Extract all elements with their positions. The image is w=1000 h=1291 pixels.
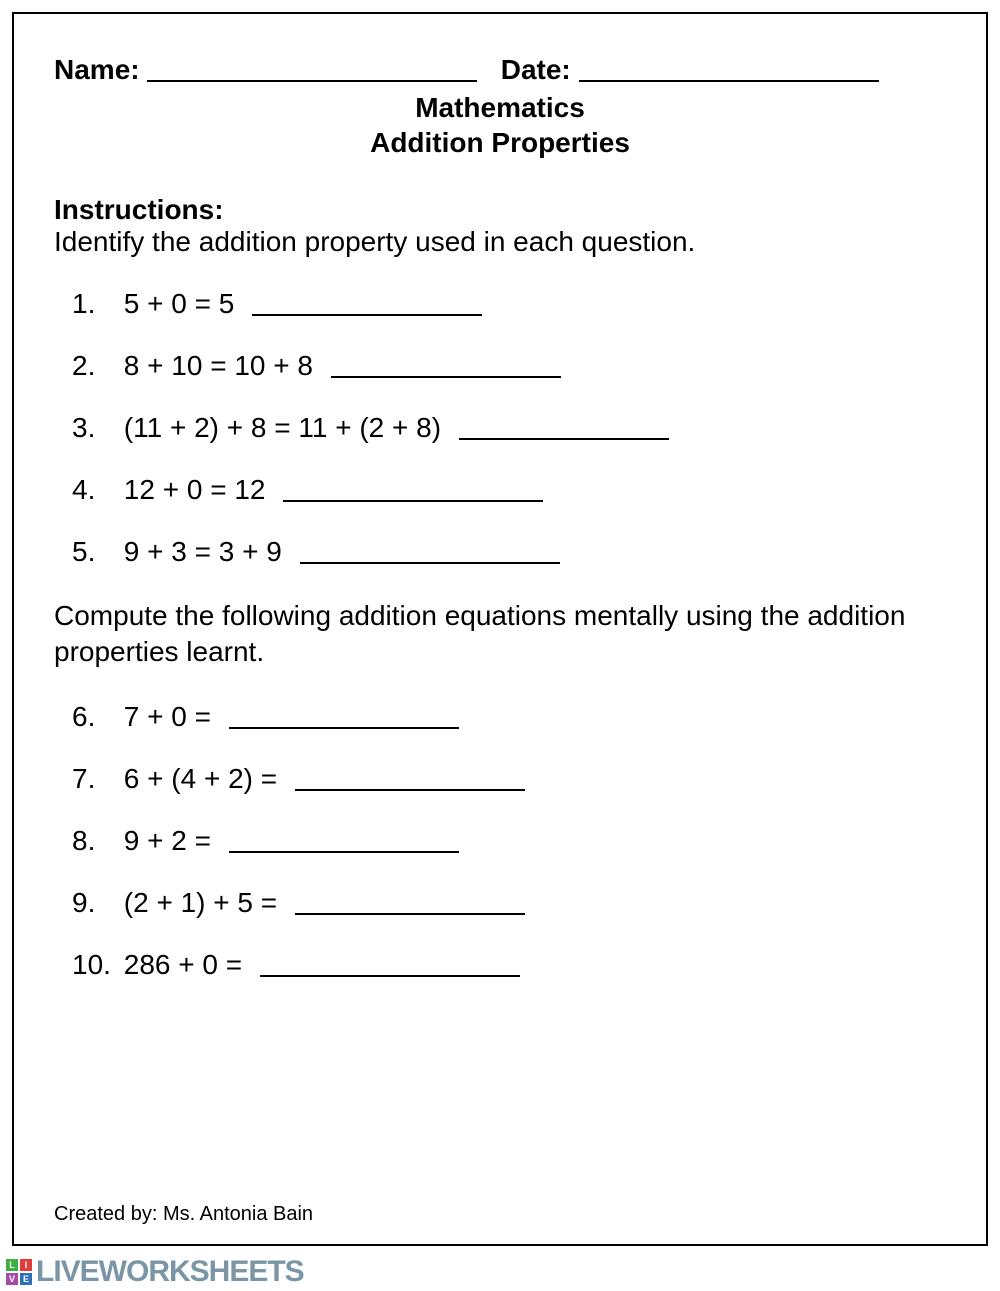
worksheet-page: Name: Date: Mathematics Addition Propert… xyxy=(12,12,988,1246)
question-number: 3. xyxy=(72,412,116,444)
question-number: 8. xyxy=(72,825,116,857)
liveworksheets-watermark: L I V E LIVEWORKSHEETS xyxy=(0,1253,304,1291)
question-1: 1. 5 + 0 = 5 xyxy=(72,288,946,320)
answer-blank[interactable] xyxy=(260,975,520,977)
question-expression: 9 + 2 = xyxy=(124,825,211,856)
question-expression: (11 + 2) + 8 = 11 + (2 + 8) xyxy=(124,412,441,443)
question-expression: 9 + 3 = 3 + 9 xyxy=(124,536,282,567)
answer-blank[interactable] xyxy=(300,562,560,564)
question-6: 6. 7 + 0 = xyxy=(72,701,946,733)
question-number: 4. xyxy=(72,474,116,506)
name-blank[interactable] xyxy=(147,80,477,82)
question-expression: 7 + 0 = xyxy=(124,701,211,732)
section2-instructions: Compute the following addition equations… xyxy=(54,598,946,671)
question-number: 10. xyxy=(72,949,116,981)
date-label: Date: xyxy=(501,54,571,85)
question-expression: 286 + 0 = xyxy=(124,949,242,980)
title-topic: Addition Properties xyxy=(54,125,946,160)
question-expression: 12 + 0 = 12 xyxy=(124,474,266,505)
question-number: 7. xyxy=(72,763,116,795)
watermark-squares: L I V E xyxy=(6,1259,32,1285)
answer-blank[interactable] xyxy=(252,314,482,316)
question-number: 6. xyxy=(72,701,116,733)
watermark-text: LIVEWORKSHEETS xyxy=(36,1255,304,1289)
answer-blank[interactable] xyxy=(229,727,459,729)
answer-blank[interactable] xyxy=(283,500,543,502)
header-line: Name: Date: xyxy=(54,54,946,86)
answer-blank[interactable] xyxy=(295,789,525,791)
question-3: 3. (11 + 2) + 8 = 11 + (2 + 8) xyxy=(72,412,946,444)
wm-square: V xyxy=(6,1273,18,1285)
question-4: 4. 12 + 0 = 12 xyxy=(72,474,946,506)
answer-blank[interactable] xyxy=(459,438,669,440)
instructions-label: Instructions: xyxy=(54,194,946,226)
question-8: 8. 9 + 2 = xyxy=(72,825,946,857)
wm-square: I xyxy=(20,1259,32,1271)
instructions-text: Identify the addition property used in e… xyxy=(54,226,946,258)
question-number: 5. xyxy=(72,536,116,568)
question-7: 7. 6 + (4 + 2) = xyxy=(72,763,946,795)
question-expression: 6 + (4 + 2) = xyxy=(124,763,277,794)
question-10: 10. 286 + 0 = xyxy=(72,949,946,981)
question-expression: 8 + 10 = 10 + 8 xyxy=(124,350,313,381)
question-5: 5. 9 + 3 = 3 + 9 xyxy=(72,536,946,568)
question-expression: (2 + 1) + 5 = xyxy=(124,887,277,918)
answer-blank[interactable] xyxy=(331,376,561,378)
answer-blank[interactable] xyxy=(229,851,459,853)
title-block: Mathematics Addition Properties xyxy=(54,90,946,160)
created-by: Created by: Ms. Antonia Bain xyxy=(54,1203,313,1226)
wm-square: E xyxy=(20,1273,32,1285)
date-blank[interactable] xyxy=(579,80,879,82)
question-2: 2. 8 + 10 = 10 + 8 xyxy=(72,350,946,382)
answer-blank[interactable] xyxy=(295,913,525,915)
name-label: Name: xyxy=(54,54,140,85)
question-number: 9. xyxy=(72,887,116,919)
question-number: 1. xyxy=(72,288,116,320)
title-subject: Mathematics xyxy=(54,90,946,125)
question-number: 2. xyxy=(72,350,116,382)
question-9: 9. (2 + 1) + 5 = xyxy=(72,887,946,919)
question-expression: 5 + 0 = 5 xyxy=(124,288,235,319)
wm-square: L xyxy=(6,1259,18,1271)
